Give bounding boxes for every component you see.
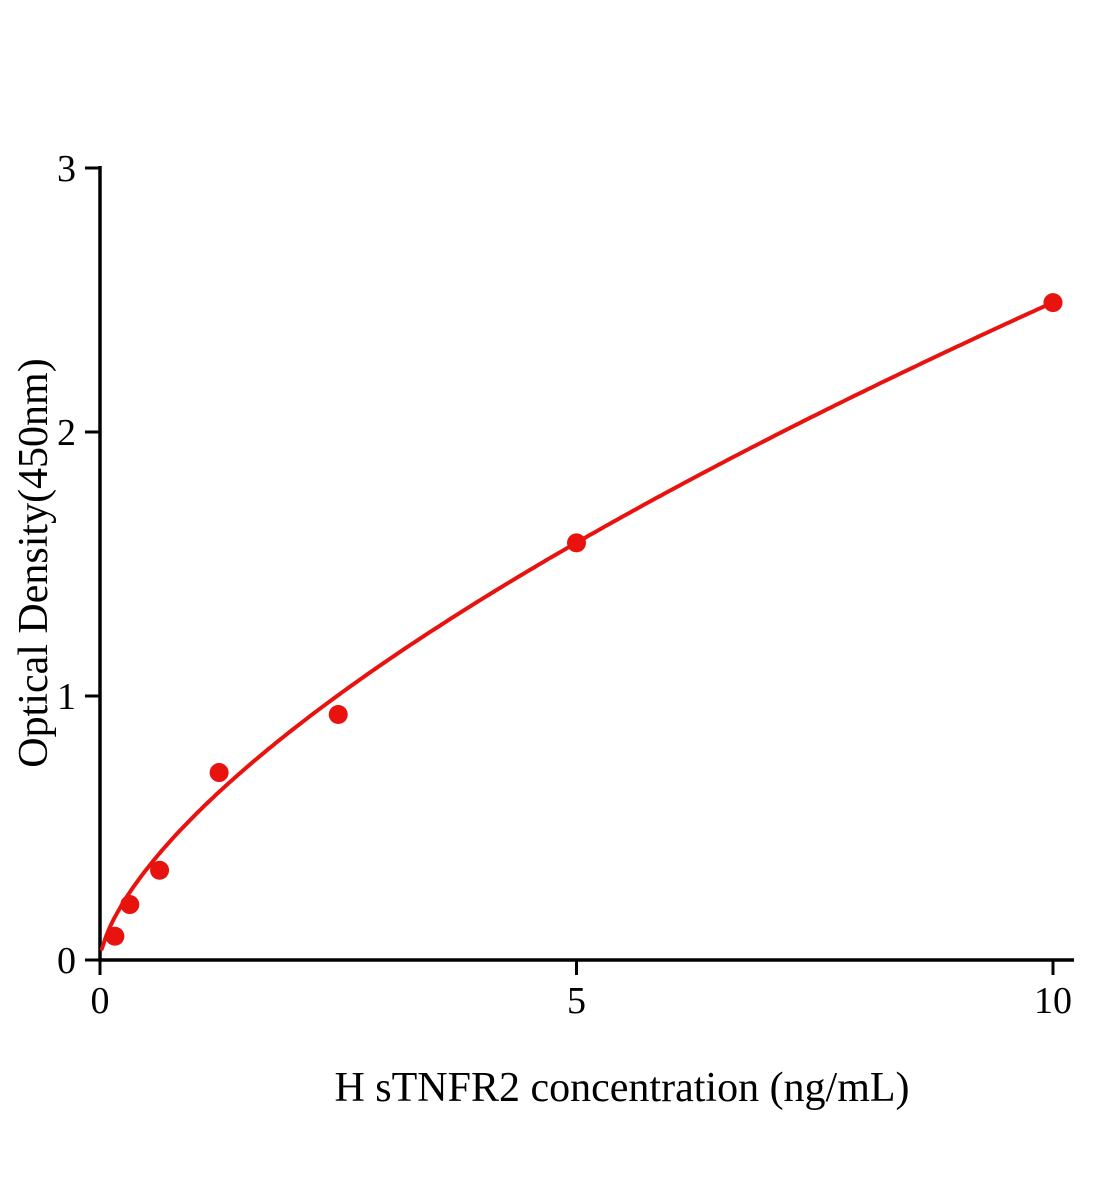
y-tick-label: 2 bbox=[57, 412, 76, 454]
x-tick-label: 0 bbox=[91, 980, 110, 1022]
y-tick-label: 1 bbox=[57, 676, 76, 718]
x-axis-title: H sTNFR2 concentration (ng/mL) bbox=[334, 1065, 910, 1111]
data-point bbox=[120, 895, 140, 915]
data-point bbox=[150, 860, 170, 880]
y-tick-label: 3 bbox=[57, 148, 76, 190]
x-tick-label: 5 bbox=[567, 980, 586, 1022]
data-point bbox=[328, 704, 348, 724]
data-point bbox=[105, 926, 125, 946]
data-point bbox=[567, 533, 586, 553]
data-point bbox=[209, 763, 229, 783]
y-tick-label: 0 bbox=[57, 940, 76, 982]
y-axis-title: Optical Density(450nm) bbox=[11, 358, 57, 768]
fit-curve bbox=[99, 300, 1055, 951]
x-tick-label: 10 bbox=[1034, 980, 1072, 1022]
data-point bbox=[1043, 293, 1063, 313]
